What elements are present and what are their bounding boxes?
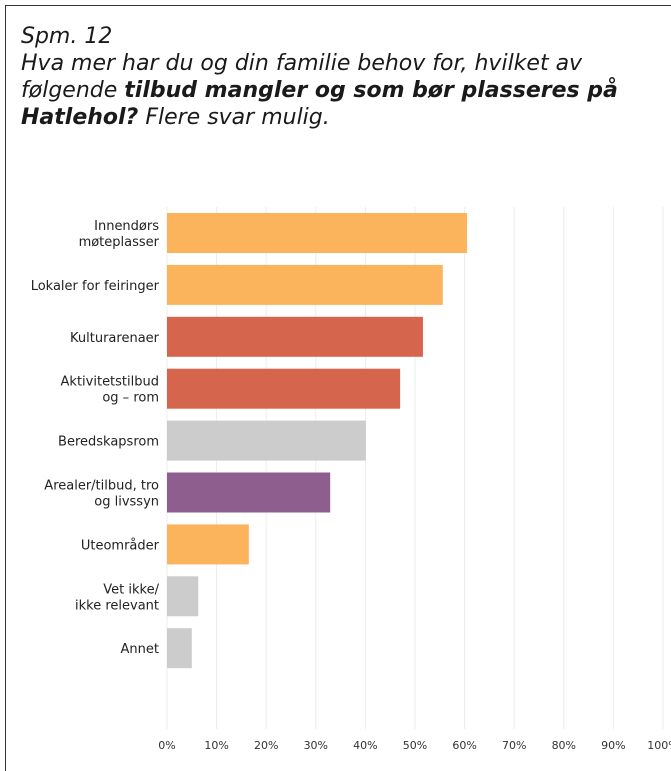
x-tick-label: 90% — [601, 739, 625, 752]
bar — [167, 213, 468, 253]
y-tick-label: Lokaler for feiringer — [31, 279, 160, 294]
title-segment: Hatlehol? — [21, 105, 139, 130]
title-segment: Flere svar mulig. — [138, 105, 329, 130]
title-line: følgende tilbud mangler og som bør plass… — [21, 77, 618, 103]
bar — [167, 472, 331, 513]
x-tick-label: 100% — [647, 739, 671, 752]
title-segment: følgende — [21, 78, 124, 103]
y-tick-label: Beredskapsrom — [58, 435, 159, 450]
question-number: Spm. 12 — [21, 24, 112, 49]
x-tick-label: 10% — [204, 739, 228, 752]
bar — [167, 316, 423, 357]
bar — [167, 524, 249, 565]
y-tick-label: Innendørs møteplasser — [79, 219, 160, 250]
title-segment: Hva mer har du og din familie behov for,… — [21, 51, 583, 76]
bar — [167, 420, 366, 461]
x-tick-label: 50% — [403, 739, 427, 752]
x-tick-label: 20% — [254, 739, 278, 752]
x-tick-label: 30% — [304, 739, 328, 752]
x-tick-label: 60% — [452, 739, 476, 752]
y-tick-label: Uteområder — [81, 538, 160, 553]
bar — [167, 368, 401, 409]
bar — [167, 576, 199, 617]
y-tick-label: Aktivitetstilbud og – rom — [61, 375, 159, 406]
y-tick-label: Kulturarenaer — [70, 331, 160, 346]
y-tick-label: Annet — [121, 642, 159, 657]
title-line: Hatlehol? Flere svar mulig. — [21, 105, 330, 130]
x-tick-label: 0% — [158, 739, 175, 752]
title-segment: tilbud mangler og som bør plasseres på — [124, 77, 618, 103]
x-tick-label: 80% — [552, 739, 576, 752]
bar — [167, 264, 443, 305]
title-line: Hva mer har du og din familie behov for,… — [21, 51, 583, 76]
x-tick-label: 40% — [353, 739, 377, 752]
y-tick-label: Arealer/tilbud, tro og livssyn — [44, 479, 159, 510]
x-tick-label: 70% — [502, 739, 526, 752]
y-tick-label: Vet ikke/ikke relevant — [75, 582, 160, 613]
bar — [167, 628, 192, 669]
